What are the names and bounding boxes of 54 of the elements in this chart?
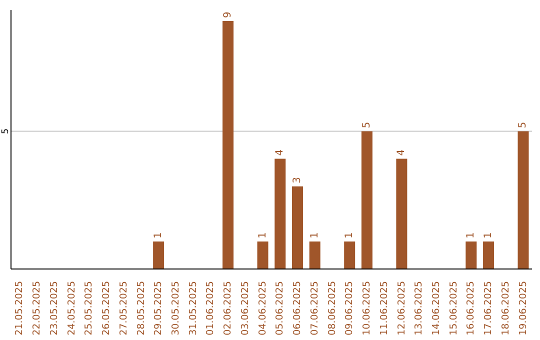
x-tick-label: 31.05.2025 (188, 281, 199, 336)
x-tick-label: 25.05.2025 (84, 281, 95, 336)
data-label: 4 (274, 149, 286, 156)
x-tick-label: 22.05.2025 (32, 281, 43, 336)
x-tick-label: 01.06.2025 (205, 281, 216, 336)
data-label: 5 (518, 122, 529, 128)
x-tick-label: 23.05.2025 (48, 281, 60, 336)
bar (309, 241, 320, 269)
data-label: 1 (483, 232, 494, 238)
x-tick-label: 06.06.2025 (292, 281, 304, 336)
bar (518, 131, 529, 269)
data-label: 1 (309, 232, 320, 238)
x-tick-label: 12.06.2025 (396, 281, 408, 336)
bar (361, 131, 372, 269)
x-tick-label: 02.06.2025 (222, 281, 234, 336)
bar (292, 186, 303, 269)
x-tick-label: 19.06.2025 (518, 281, 529, 336)
bar (222, 21, 234, 269)
x-tick-label: 08.06.2025 (326, 281, 338, 336)
x-tick-label: 13.06.2025 (414, 281, 425, 336)
x-tick-label: 30.05.2025 (170, 281, 182, 336)
bar (483, 241, 494, 269)
data-label: 4 (396, 149, 408, 156)
bar (257, 241, 268, 269)
x-tick-label: 18.06.2025 (500, 281, 512, 336)
x-tick-label: 05.06.2025 (274, 281, 286, 336)
bar (466, 241, 477, 269)
x-tick-label: 16.06.2025 (466, 281, 477, 336)
x-tick-label: 27.05.2025 (118, 281, 130, 336)
x-tick-label: 11.06.2025 (378, 281, 390, 336)
x-tick-label: 03.06.2025 (240, 281, 251, 336)
data-label: 1 (153, 232, 164, 238)
bar (153, 241, 164, 269)
data-label: 1 (344, 232, 356, 238)
bar (344, 241, 356, 269)
x-tick-label: 21.05.2025 (14, 281, 26, 336)
x-tick-label: 24.05.2025 (66, 281, 78, 336)
bar (274, 158, 286, 269)
x-tick-label: 04.06.2025 (257, 281, 268, 336)
data-label: 9 (222, 12, 234, 18)
data-label: 5 (361, 122, 372, 128)
data-label: 3 (292, 176, 303, 184)
x-tick-label: 29.05.2025 (153, 281, 164, 336)
data-label: 1 (257, 232, 268, 238)
x-tick-label: 10.06.2025 (362, 281, 373, 336)
x-tick-label: 09.06.2025 (344, 281, 356, 336)
x-tick-label: 17.06.2025 (483, 281, 494, 336)
x-tick-label: 14.06.2025 (430, 281, 442, 336)
bar (396, 158, 408, 269)
data-label: 1 (466, 232, 477, 238)
x-tick-label: 28.05.2025 (136, 281, 147, 336)
x-tick-label: 07.06.2025 (309, 281, 320, 336)
x-tick-label: 15.06.2025 (448, 281, 460, 336)
x-tick-label: 26.05.2025 (101, 281, 112, 336)
